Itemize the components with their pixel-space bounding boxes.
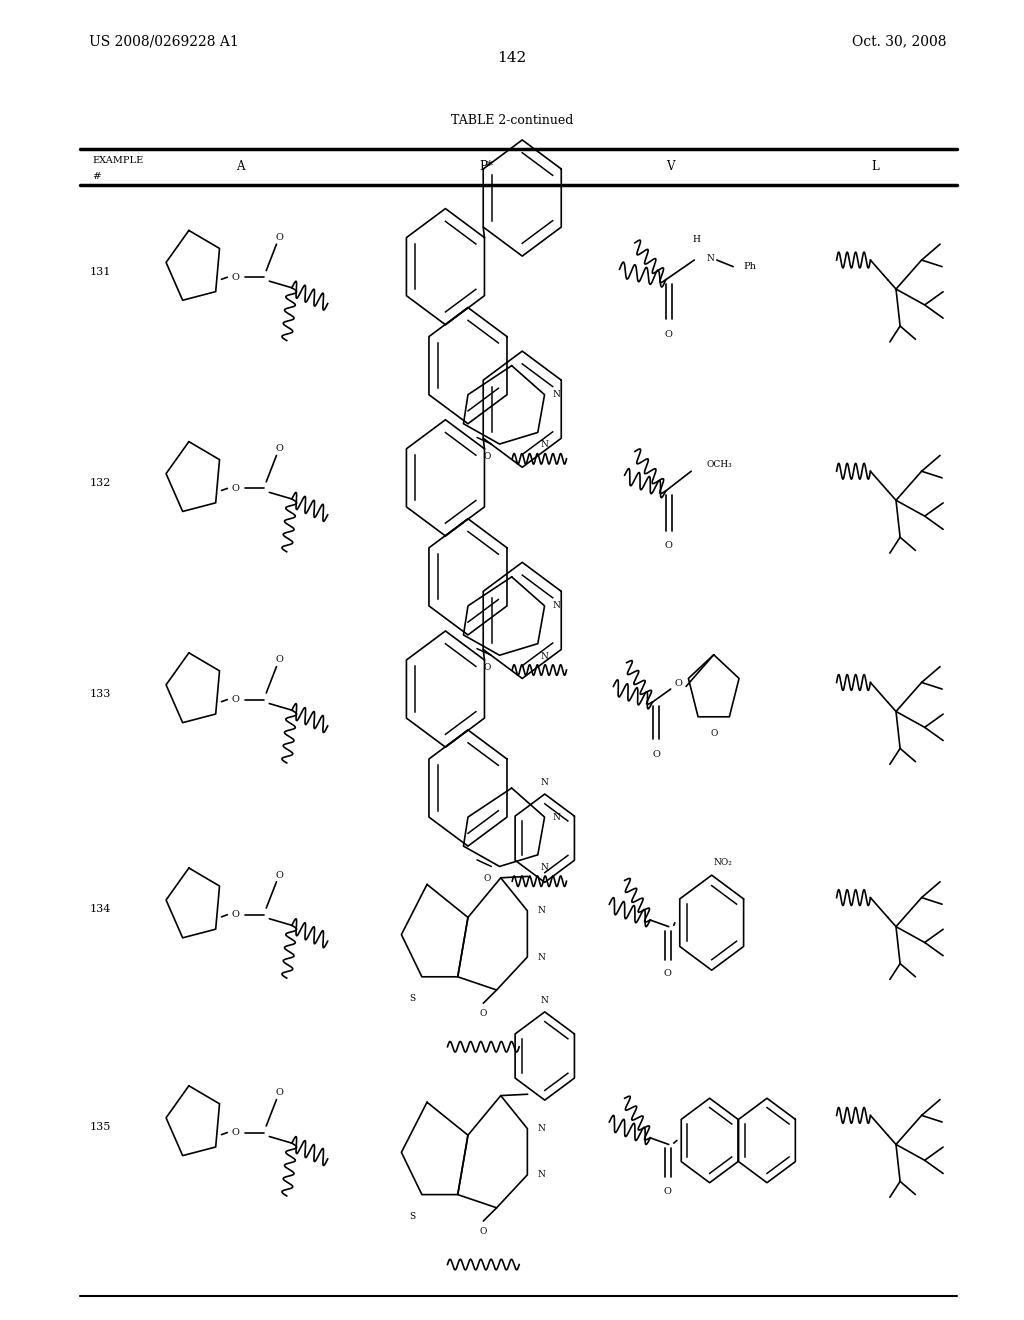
Text: O: O — [275, 234, 284, 242]
Text: O: O — [652, 750, 660, 759]
Text: N: N — [541, 997, 549, 1006]
Text: O: O — [484, 663, 492, 672]
Text: N: N — [707, 255, 715, 263]
Text: 135: 135 — [90, 1122, 112, 1133]
Text: #: # — [92, 172, 101, 181]
Text: O: O — [275, 445, 284, 453]
Text: O: O — [675, 680, 683, 688]
Text: N: N — [553, 813, 560, 821]
Text: O: O — [484, 451, 492, 461]
Text: OCH₃: OCH₃ — [707, 461, 732, 469]
Text: O: O — [664, 969, 672, 978]
Text: TABLE 2-continued: TABLE 2-continued — [451, 114, 573, 127]
Text: P*: P* — [479, 161, 494, 173]
Text: N: N — [538, 1171, 546, 1179]
Text: O: O — [231, 911, 240, 919]
Text: O: O — [231, 1129, 240, 1137]
Text: O: O — [479, 1010, 487, 1018]
Text: V: V — [667, 161, 675, 173]
Text: O: O — [710, 729, 718, 738]
Text: N: N — [541, 779, 549, 788]
Text: N: N — [541, 441, 549, 449]
Text: O: O — [231, 696, 240, 704]
Text: O: O — [479, 1228, 487, 1236]
Text: N: N — [538, 907, 546, 915]
Text: O: O — [664, 1187, 672, 1196]
Text: N: N — [553, 602, 560, 610]
Text: H: H — [692, 235, 700, 244]
Text: EXAMPLE: EXAMPLE — [92, 156, 143, 165]
Text: NO₂: NO₂ — [714, 858, 732, 867]
Text: O: O — [665, 541, 673, 550]
Text: O: O — [231, 273, 240, 281]
Text: 142: 142 — [498, 51, 526, 66]
Text: N: N — [538, 953, 546, 961]
Text: N: N — [541, 652, 549, 660]
Text: O: O — [484, 874, 492, 883]
Text: A: A — [237, 161, 245, 173]
Text: 134: 134 — [90, 904, 112, 915]
Text: 131: 131 — [90, 267, 112, 277]
Text: S: S — [410, 1212, 416, 1221]
Text: Oct. 30, 2008: Oct. 30, 2008 — [852, 34, 946, 49]
Text: L: L — [871, 161, 880, 173]
Text: O: O — [231, 484, 240, 492]
Text: N: N — [538, 1125, 546, 1133]
Text: O: O — [275, 1089, 284, 1097]
Text: N: N — [553, 391, 560, 399]
Text: 133: 133 — [90, 689, 112, 700]
Text: US 2008/0269228 A1: US 2008/0269228 A1 — [89, 34, 239, 49]
Text: 132: 132 — [90, 478, 112, 488]
Text: O: O — [275, 656, 284, 664]
Text: O: O — [665, 330, 673, 339]
Text: Ph: Ph — [743, 263, 757, 271]
Text: N: N — [541, 863, 549, 871]
Text: S: S — [410, 994, 416, 1003]
Text: O: O — [275, 871, 284, 879]
